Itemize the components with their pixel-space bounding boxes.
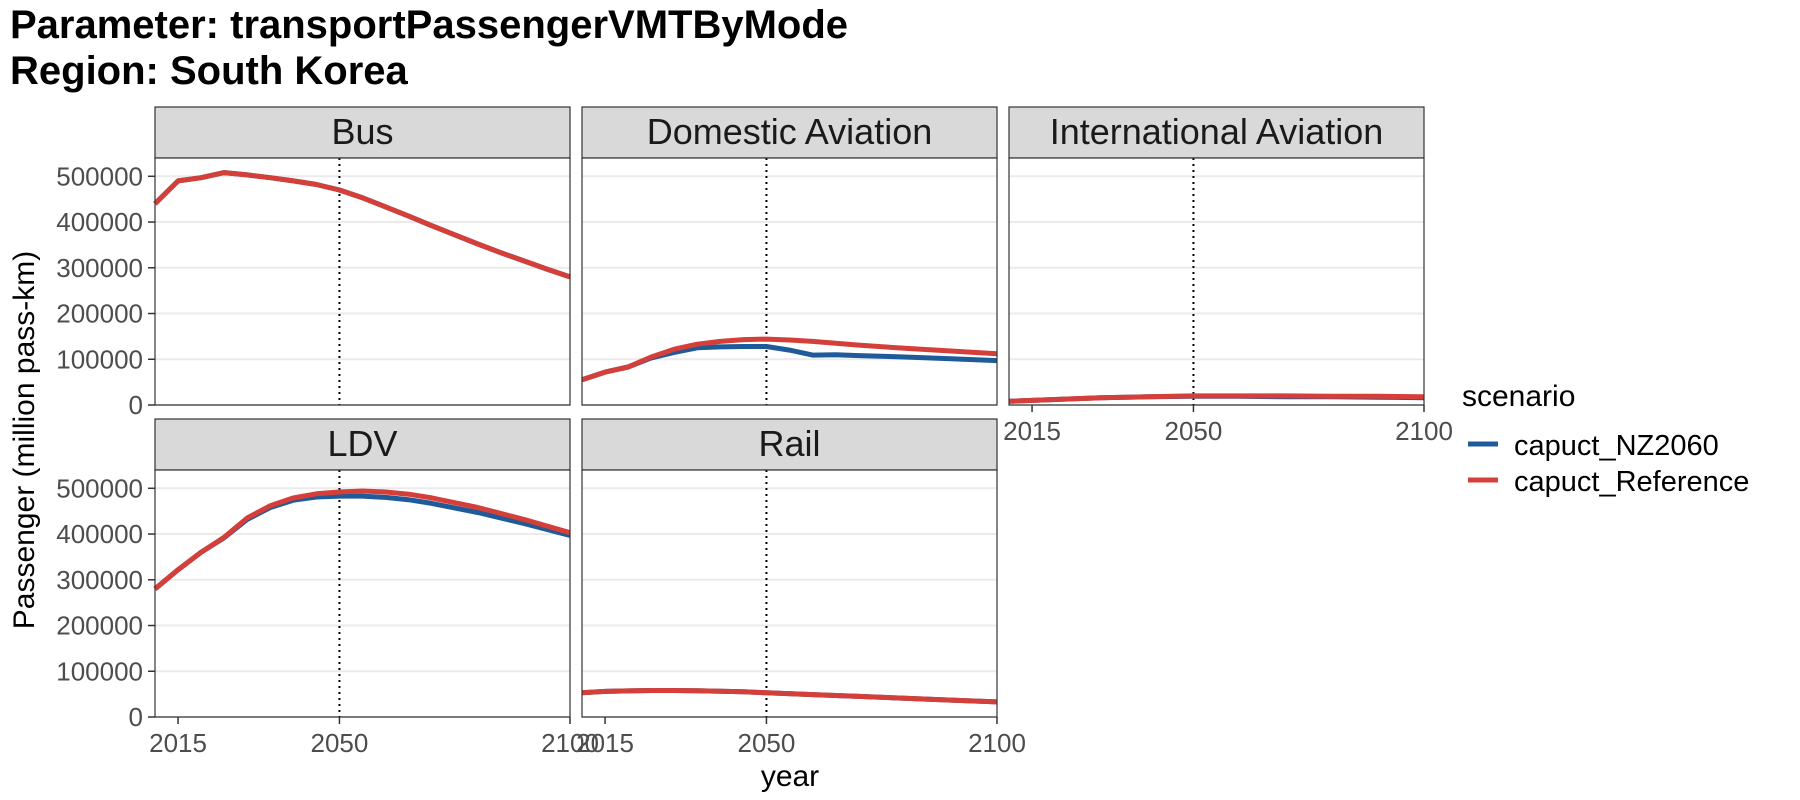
legend-title: scenario xyxy=(1462,380,1575,413)
y-tick-label: 300000 xyxy=(56,565,143,595)
panel-border xyxy=(581,469,998,718)
legend-label-nz2060: capuct_NZ2060 xyxy=(1514,430,1719,462)
panel-background xyxy=(155,158,570,405)
series-line-capuct-reference xyxy=(581,336,998,383)
strip-international-aviation xyxy=(1008,106,1425,159)
y-tick-label: 200000 xyxy=(56,611,143,641)
panel-ldv: LDV 0 100000 200000 300000 400000 500000 2015 20… xyxy=(56,418,599,758)
panel-border xyxy=(154,469,571,718)
x-tick-label: 2015 xyxy=(576,728,634,758)
y-tick-label: 300000 xyxy=(56,253,143,283)
legend-label-reference: capuct_Reference xyxy=(1514,466,1749,498)
panel-background xyxy=(1009,158,1424,405)
x-axis-title: year xyxy=(761,760,819,793)
strip-label-rail: Rail xyxy=(758,423,820,464)
panel-background xyxy=(155,470,570,717)
series-line-capuct-reference xyxy=(153,488,571,591)
strip-label-domestic-aviation: Domestic Aviation xyxy=(647,111,932,152)
y-tick-label: 200000 xyxy=(56,299,143,329)
panel-background xyxy=(582,158,997,405)
panel-domestic-aviation: Domestic Aviation xyxy=(581,106,998,406)
x-tick-label: 2050 xyxy=(738,728,796,758)
y-tick-label: 500000 xyxy=(56,473,143,503)
x-tick-label: 2100 xyxy=(968,728,1026,758)
chart-title-line-2: Region: South Korea xyxy=(10,49,409,93)
panel-bus: Bus 0 100000 200000 300000 400000 500000 xyxy=(56,106,571,420)
panel-border xyxy=(581,157,998,406)
strip-rail xyxy=(581,418,998,471)
series-line-capuct-reference xyxy=(153,170,571,280)
strip-domestic-aviation xyxy=(581,106,998,159)
series-line-capuct-reference xyxy=(581,688,998,705)
y-tick-label: 0 xyxy=(129,702,143,732)
y-tick-label: 400000 xyxy=(56,519,143,549)
y-tick-label: 500000 xyxy=(56,161,143,191)
x-tick-label: 2050 xyxy=(1165,416,1223,446)
panel-border xyxy=(1008,157,1425,406)
strip-label-bus: Bus xyxy=(331,111,393,152)
panel-border xyxy=(154,157,571,406)
legend: scenario capuct_NZ2060 capuct_Reference xyxy=(1462,380,1749,498)
x-tick-label: 2015 xyxy=(149,728,207,758)
panel-international-aviation: International Aviation 2015 2050 2100 xyxy=(1003,106,1453,446)
series-line-capuct-reference xyxy=(1008,393,1425,404)
x-tick-label: 2015 xyxy=(1003,416,1061,446)
strip-ldv xyxy=(154,418,571,471)
y-tick-label: 100000 xyxy=(56,344,143,374)
panel-rail: Rail 2015 2050 2100 xyxy=(576,418,1026,758)
y-tick-label: 400000 xyxy=(56,207,143,237)
strip-label-international-aviation: International Aviation xyxy=(1050,111,1384,152)
x-tick-label: 2100 xyxy=(1395,416,1453,446)
chart-title-line-1: Parameter: transportPassengerVMTByMode xyxy=(10,3,848,47)
panel-background xyxy=(582,470,997,717)
strip-bus xyxy=(154,106,571,159)
panels-layer: Bus 0 100000 200000 300000 400000 500000 Domest… xyxy=(56,106,1453,758)
y-tick-label: 0 xyxy=(129,390,143,420)
y-tick-label: 100000 xyxy=(56,656,143,686)
x-tick-label: 2050 xyxy=(311,728,369,758)
strip-label-ldv: LDV xyxy=(327,423,397,464)
x-tick-label: 2100 xyxy=(541,728,599,758)
y-axis-title: Passenger (million pass-km) xyxy=(8,251,41,629)
